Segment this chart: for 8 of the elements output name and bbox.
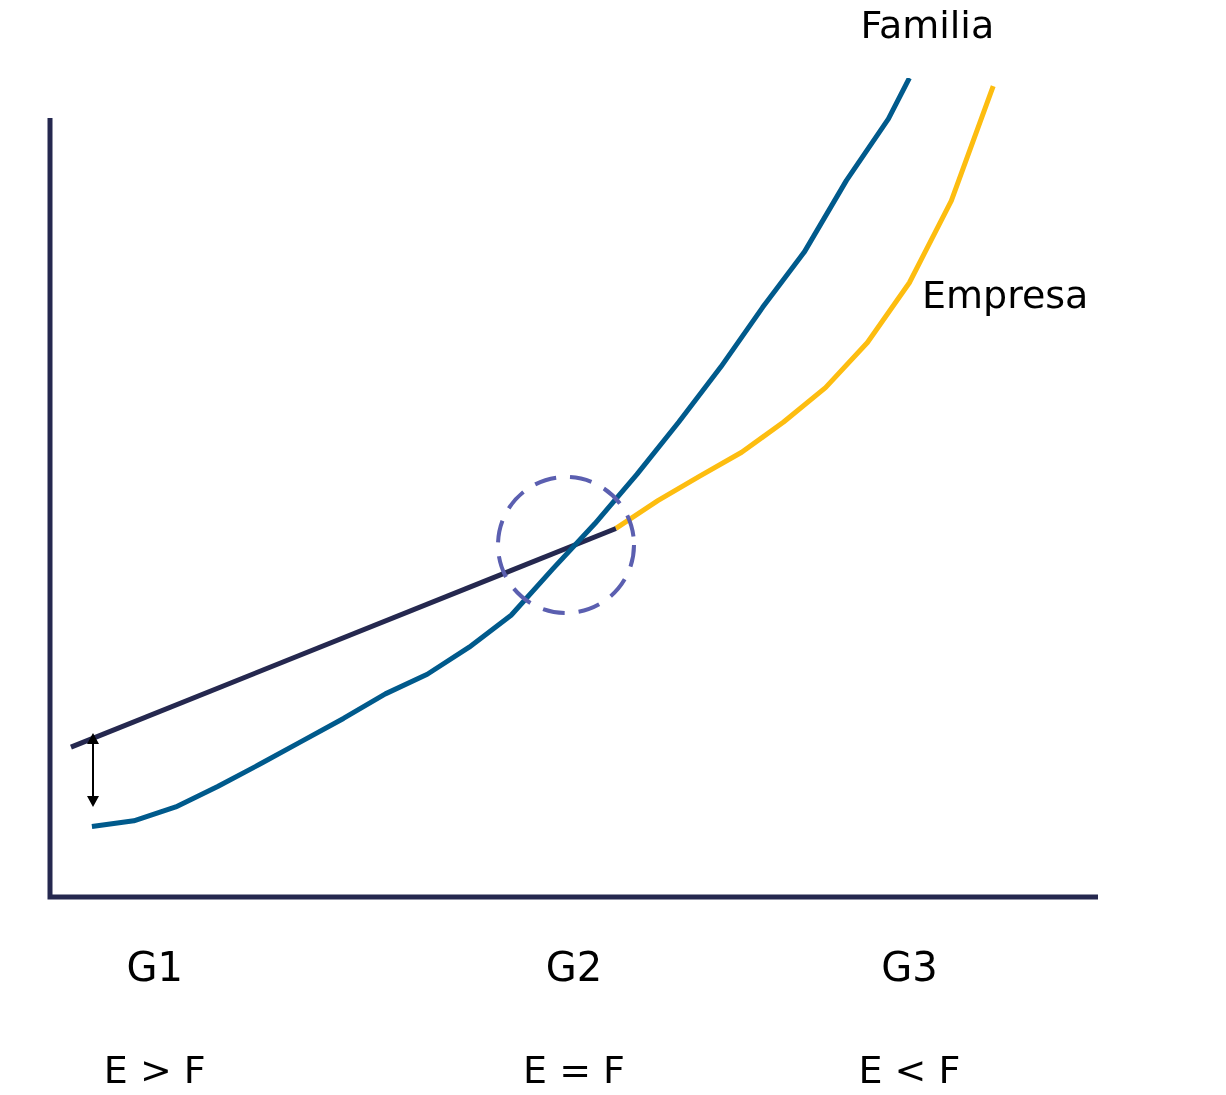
x-tick-label: G3 <box>881 944 938 991</box>
text: E = F <box>523 1047 625 1092</box>
text: E > F <box>103 1047 206 1092</box>
series-label: Familia <box>860 2 995 47</box>
series-label: Empresa <box>922 273 1089 318</box>
text: E < F <box>858 1047 961 1092</box>
x-tick-label: G1 <box>126 944 184 991</box>
x-tick-label: G2 <box>545 944 603 991</box>
